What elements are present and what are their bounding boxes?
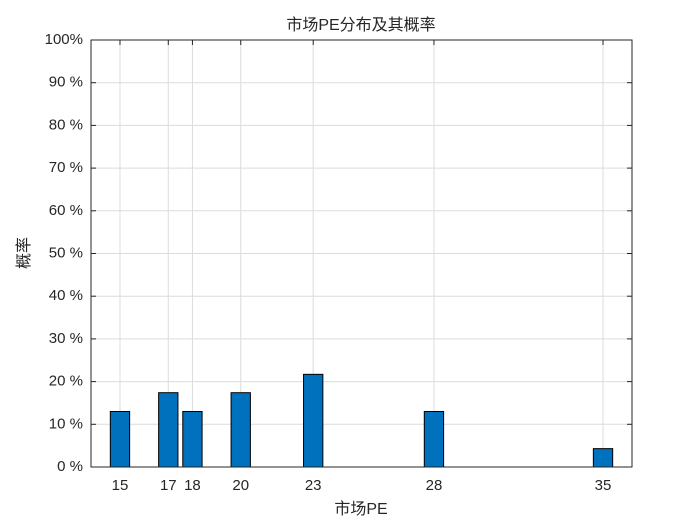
bar [158,392,179,468]
x-tick-label: 17 [160,477,177,494]
y-tick-label: 90 % [49,74,83,91]
y-tick-label: 70 % [49,159,83,176]
bar [423,410,445,468]
plot-frame [90,39,633,468]
chart-title: 市场PE分布及其概率 [286,16,435,34]
y-tick-label: 80 % [49,116,83,133]
x-tick-label: 15 [112,477,129,494]
x-axis-label: 市场PE [334,500,387,518]
x-tick-label: 20 [232,477,249,494]
x-tick-label: 18 [184,477,201,494]
bar [182,410,203,468]
y-tick-label: 20 % [49,373,83,390]
y-tick-label: 50 % [49,244,83,261]
bar [303,373,324,468]
y-tick-label: 40 % [49,287,83,304]
bar [230,392,251,468]
bar [592,448,614,468]
x-tick-label: 23 [305,477,322,494]
bar [109,410,131,468]
y-tick-label: 10 % [49,415,83,432]
x-tick-label: 35 [595,477,612,494]
y-tick-label: 30 % [49,330,83,347]
y-tick-label: 0 % [57,458,83,475]
y-tick-label: 100% [45,31,83,48]
y-tick-label: 60 % [49,202,83,219]
y-axis-label: 概率 [15,237,33,269]
x-tick-label: 28 [426,477,443,494]
